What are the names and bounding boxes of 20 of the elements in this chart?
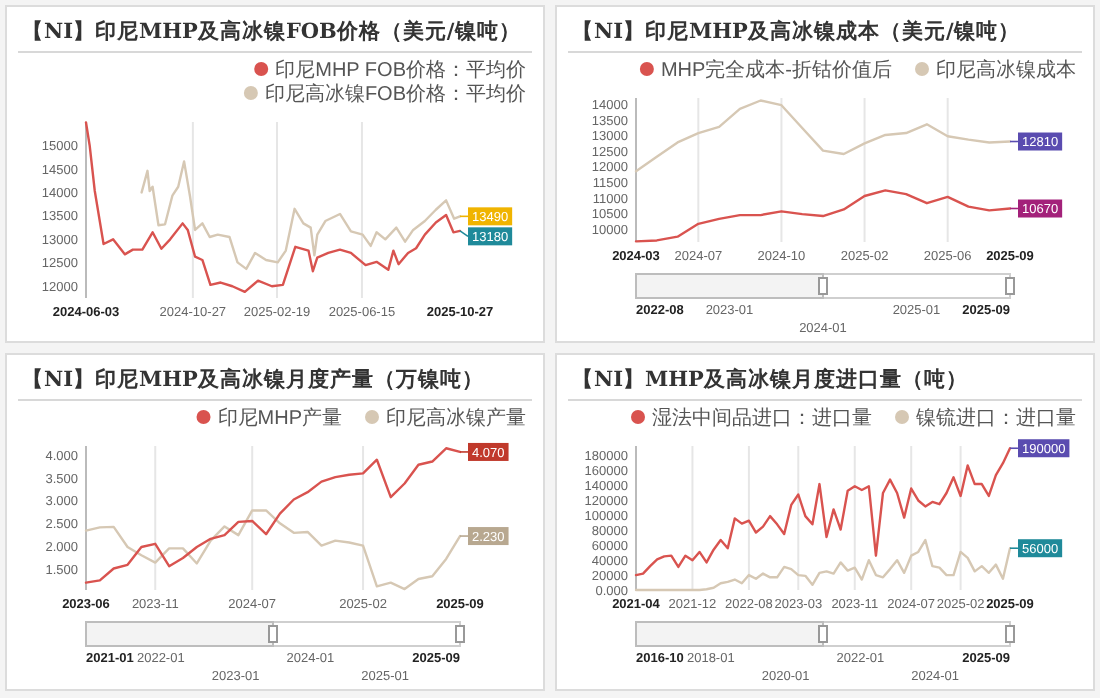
legend-label: 湿法中间品进口：进口量 xyxy=(652,406,872,430)
line-series xyxy=(634,189,1012,243)
chart-title: 【NI】印尼MHP及高冰镍成本（美元/镍吨） xyxy=(572,18,1020,44)
line-series xyxy=(84,121,462,294)
line-series xyxy=(140,160,462,271)
line-series xyxy=(634,99,1012,173)
legend-label: 镍锍进口：进口量 xyxy=(914,406,1076,430)
line-series xyxy=(634,538,1012,592)
legend-label: 印尼高冰镍成本 xyxy=(936,58,1076,82)
line-series xyxy=(634,447,1012,577)
chart-title: 【NI】MHP及高冰镍月度进口量（吨） xyxy=(572,366,968,392)
legend-label: 印尼MHP FOB价格：平均价 xyxy=(275,58,526,82)
line-series xyxy=(84,509,462,591)
legend-label: 印尼MHP产量 xyxy=(217,406,342,430)
legend-label: MHP完全成本-折钴价值后 xyxy=(660,58,892,82)
chart-title: 【NI】印尼MHP及高冰镍月度产量（万镍吨） xyxy=(22,366,484,392)
legend-label: 印尼高冰镍FOB价格：平均价 xyxy=(264,82,526,106)
legend-label: 印尼高冰镍产量 xyxy=(386,406,526,430)
chart-title: 【NI】印尼MHP及高冰镍FOB价格（美元/镍吨） xyxy=(22,18,521,44)
line-series xyxy=(84,447,462,584)
